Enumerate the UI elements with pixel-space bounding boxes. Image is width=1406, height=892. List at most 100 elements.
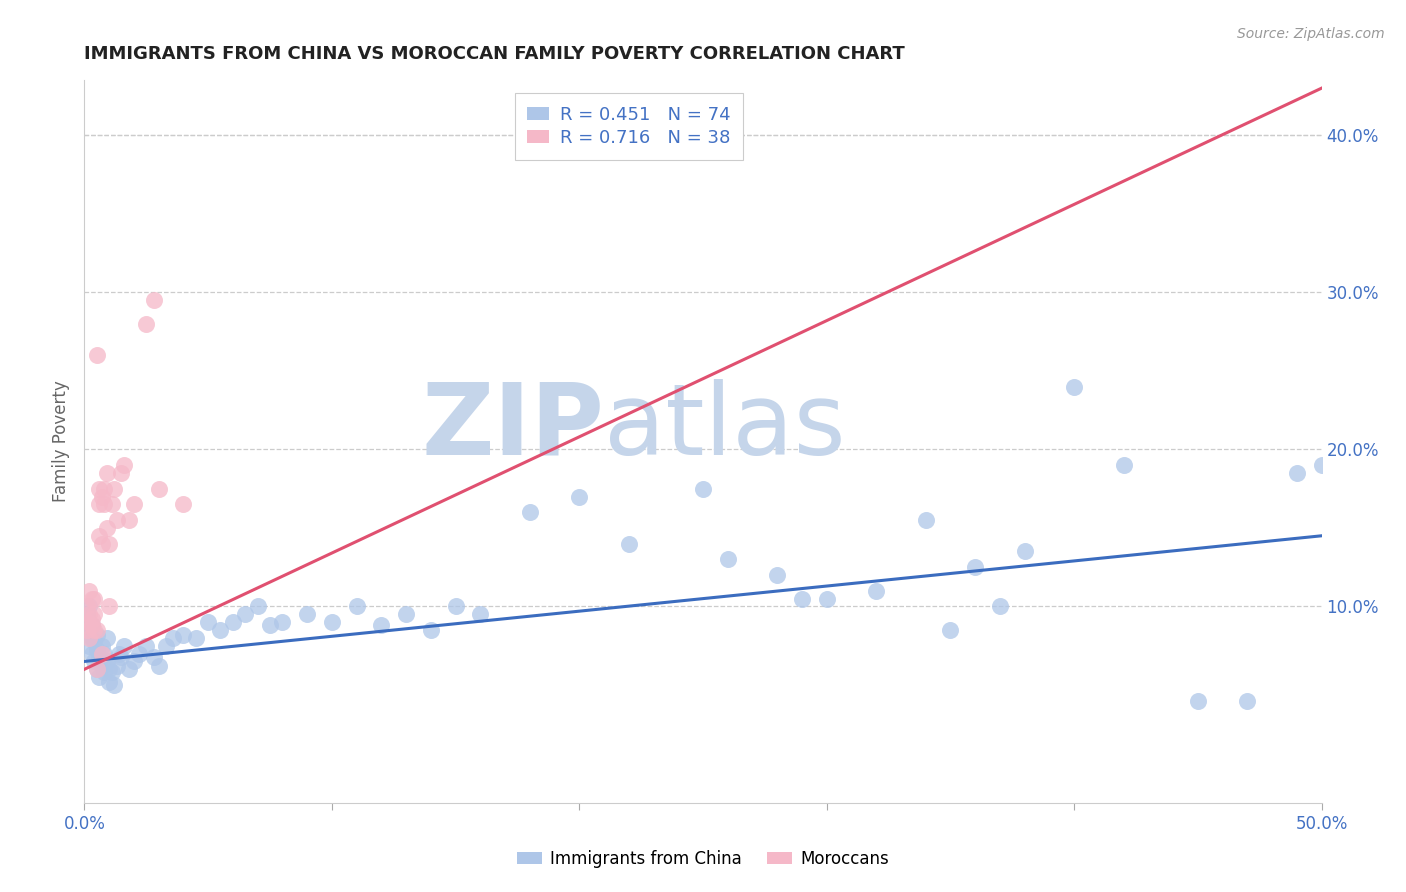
Point bbox=[76, 615, 98, 630]
Point bbox=[1112, 458, 1135, 472]
Point bbox=[76, 599, 98, 614]
Text: atlas: atlas bbox=[605, 378, 845, 475]
Point bbox=[83, 634, 105, 648]
Point bbox=[89, 482, 111, 496]
Point bbox=[96, 466, 118, 480]
Point bbox=[271, 615, 294, 630]
Point bbox=[86, 623, 108, 637]
Point bbox=[86, 628, 108, 642]
Point bbox=[89, 529, 111, 543]
Point bbox=[93, 665, 115, 680]
Point bbox=[83, 623, 105, 637]
Point bbox=[766, 568, 789, 582]
Point bbox=[80, 618, 103, 632]
Point bbox=[96, 521, 118, 535]
Point bbox=[939, 623, 962, 637]
Point bbox=[98, 662, 121, 676]
Point bbox=[346, 599, 368, 614]
Point bbox=[295, 607, 318, 622]
Point bbox=[79, 583, 101, 598]
Point bbox=[90, 490, 112, 504]
Point bbox=[80, 612, 103, 626]
Point bbox=[172, 497, 194, 511]
Point bbox=[86, 348, 108, 362]
Point bbox=[717, 552, 740, 566]
Point bbox=[865, 583, 887, 598]
Point bbox=[135, 639, 157, 653]
Point bbox=[93, 497, 115, 511]
Point bbox=[80, 647, 103, 661]
Text: Source: ZipAtlas.com: Source: ZipAtlas.com bbox=[1237, 27, 1385, 41]
Point bbox=[90, 659, 112, 673]
Point bbox=[98, 599, 121, 614]
Point bbox=[1236, 694, 1258, 708]
Legend: Immigrants from China, Moroccans: Immigrants from China, Moroccans bbox=[510, 844, 896, 875]
Point bbox=[110, 649, 132, 664]
Point bbox=[142, 293, 165, 308]
Point bbox=[172, 628, 194, 642]
Point bbox=[118, 662, 141, 676]
Point bbox=[103, 678, 125, 692]
Point bbox=[76, 623, 98, 637]
Point bbox=[83, 607, 105, 622]
Point bbox=[83, 655, 105, 669]
Point bbox=[89, 497, 111, 511]
Point bbox=[1285, 466, 1308, 480]
Point bbox=[568, 490, 591, 504]
Point bbox=[100, 497, 122, 511]
Point bbox=[79, 631, 101, 645]
Point bbox=[914, 513, 936, 527]
Point bbox=[112, 458, 135, 472]
Text: ZIP: ZIP bbox=[422, 378, 605, 475]
Point bbox=[1063, 379, 1085, 393]
Point bbox=[110, 466, 132, 480]
Point bbox=[246, 599, 269, 614]
Point bbox=[135, 317, 157, 331]
Point bbox=[197, 615, 219, 630]
Point bbox=[142, 649, 165, 664]
Y-axis label: Family Poverty: Family Poverty bbox=[52, 381, 70, 502]
Point bbox=[184, 631, 207, 645]
Point bbox=[96, 631, 118, 645]
Point bbox=[90, 647, 112, 661]
Point bbox=[105, 513, 128, 527]
Point bbox=[692, 482, 714, 496]
Point bbox=[89, 670, 111, 684]
Point bbox=[86, 662, 108, 676]
Point bbox=[1014, 544, 1036, 558]
Point bbox=[89, 649, 111, 664]
Point bbox=[965, 560, 987, 574]
Point bbox=[98, 674, 121, 689]
Point bbox=[395, 607, 418, 622]
Point bbox=[815, 591, 838, 606]
Point bbox=[259, 618, 281, 632]
Point bbox=[122, 655, 145, 669]
Point bbox=[86, 662, 108, 676]
Point bbox=[108, 647, 131, 661]
Point bbox=[444, 599, 467, 614]
Point bbox=[93, 482, 115, 496]
Point bbox=[79, 599, 101, 614]
Point bbox=[419, 623, 441, 637]
Point bbox=[100, 665, 122, 680]
Point bbox=[83, 591, 105, 606]
Point bbox=[80, 591, 103, 606]
Point bbox=[76, 623, 98, 637]
Point bbox=[98, 536, 121, 550]
Point bbox=[80, 631, 103, 645]
Point bbox=[122, 497, 145, 511]
Point bbox=[222, 615, 245, 630]
Point bbox=[103, 482, 125, 496]
Point bbox=[105, 659, 128, 673]
Point bbox=[128, 647, 150, 661]
Point bbox=[470, 607, 492, 622]
Point bbox=[233, 607, 256, 622]
Point bbox=[86, 643, 108, 657]
Point bbox=[79, 615, 101, 630]
Point bbox=[519, 505, 541, 519]
Point bbox=[1310, 458, 1333, 472]
Point bbox=[90, 536, 112, 550]
Point bbox=[1187, 694, 1209, 708]
Point bbox=[988, 599, 1011, 614]
Point bbox=[96, 655, 118, 669]
